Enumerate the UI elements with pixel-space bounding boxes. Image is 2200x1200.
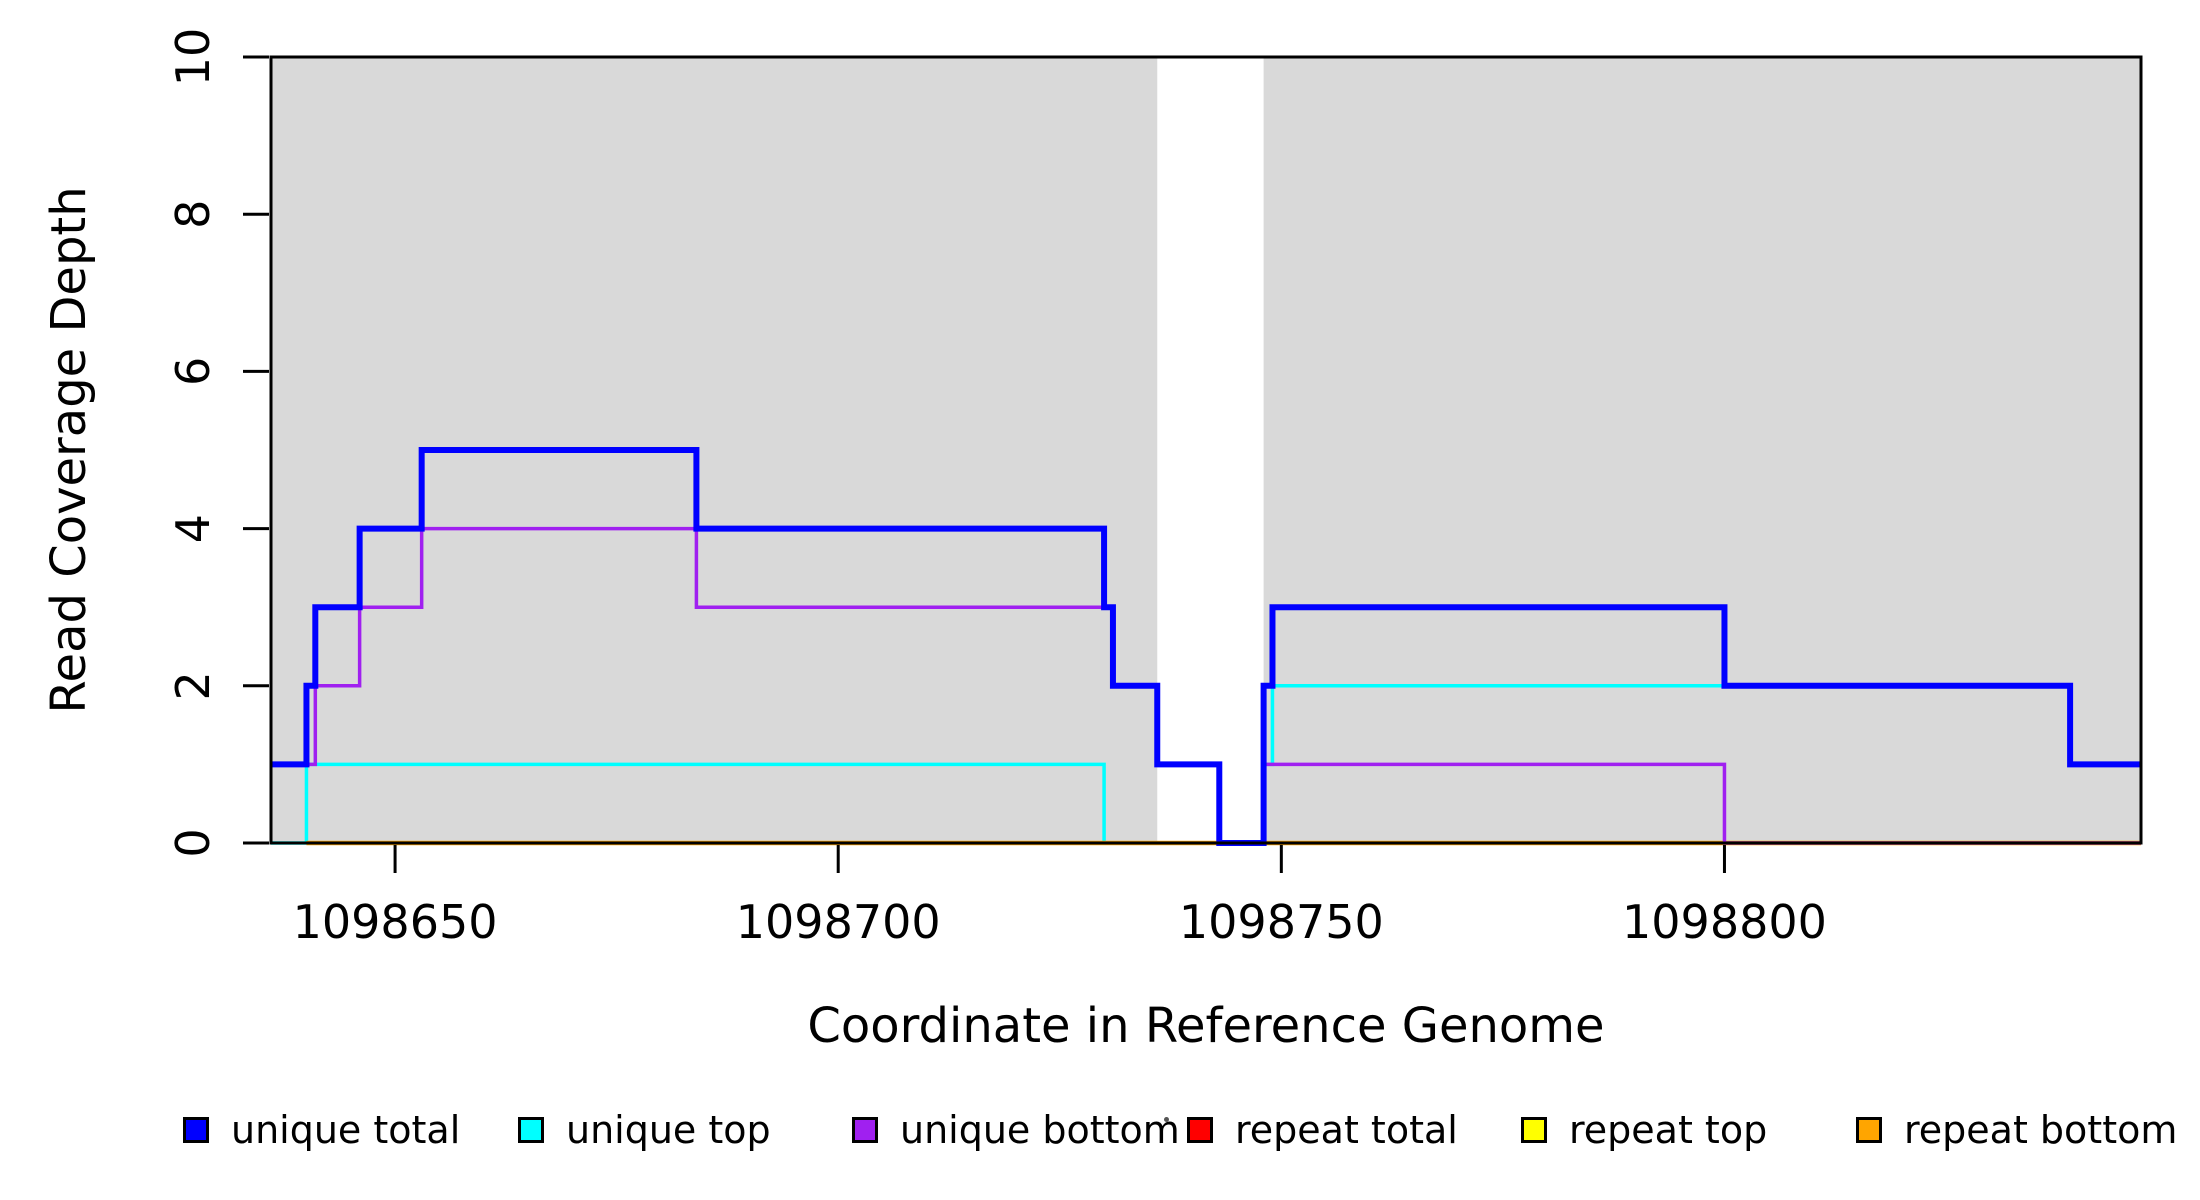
legend-item-repeat-total: repeat total	[1187, 1104, 1458, 1156]
shaded-region	[271, 57, 1158, 843]
x-axis-title: Coordinate in Reference Genome	[807, 998, 1604, 1054]
legend-item-unique-total: unique total	[183, 1104, 460, 1156]
legend-label: repeat bottom	[1904, 1108, 2178, 1152]
y-axis-title: Read Coverage Depth	[41, 186, 97, 713]
y-tick-label: 10	[166, 28, 220, 87]
legend-swatch	[852, 1117, 878, 1143]
legend-label: repeat total	[1235, 1108, 1458, 1152]
legend-item-repeat-bottom: repeat bottom	[1856, 1104, 2177, 1156]
legend-label: unique top	[566, 1108, 771, 1152]
shaded-regions	[271, 57, 2141, 843]
y-axis: 0 2 4 6 8 10	[166, 28, 269, 858]
legend-swatch	[518, 1117, 544, 1143]
x-tick-label: 1098700	[736, 895, 941, 949]
legend-item-repeat-top: repeat top	[1521, 1104, 1767, 1156]
legend-item-unique-top: unique top	[518, 1104, 771, 1156]
legend-swatch	[1856, 1117, 1882, 1143]
plot-box	[269, 55, 2143, 845]
shaded-region	[1263, 57, 2141, 843]
legend: unique total unique top unique bottom repea…	[0, 1104, 2200, 1156]
y-tick-label: 8	[166, 200, 220, 229]
x-tick-label: 1098650	[293, 895, 498, 949]
series-unique-total	[271, 447, 2141, 846]
y-tick-label: 6	[166, 357, 220, 386]
y-tick-label: 0	[166, 828, 220, 857]
legend-swatch	[1521, 1117, 1547, 1143]
legend-label: unique bottom	[900, 1108, 1180, 1152]
y-tick-label: 2	[166, 671, 220, 700]
legend-label: unique total	[231, 1108, 461, 1152]
legend-label: repeat top	[1569, 1108, 1768, 1152]
y-tick-label: 4	[166, 514, 220, 543]
x-axis: 1098650 1098700 1098750 1098800	[293, 845, 1827, 949]
x-tick-label: 1098750	[1179, 895, 1384, 949]
x-tick-label: 1098800	[1622, 895, 1827, 949]
legend-swatch	[183, 1117, 209, 1143]
stray-dot-artifact	[1164, 1117, 1169, 1122]
legend-swatch	[1187, 1117, 1213, 1143]
legend-item-unique-bottom: unique bottom	[852, 1104, 1180, 1156]
